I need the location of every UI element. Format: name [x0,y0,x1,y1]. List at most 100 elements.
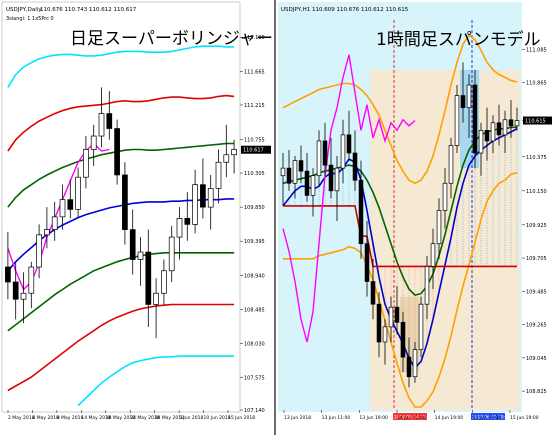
hourly-candle-body [382,326,388,343]
daily-y-tick-label: 109.850 [244,205,265,211]
daily-x-tick-label: 5 Jun 2018 [179,415,203,421]
daily-chart-title: 日足スーパーボリンジャー [70,29,273,49]
daily-candle-body [184,218,191,225]
daily-x-tick-label: 18 May 2018 [106,415,135,421]
daily-x-tick-label: 30 May 2018 [155,415,184,421]
daily-x-tick-label: 14 May 2018 [81,415,110,421]
hourly-y-tick-label: 111.085 [526,47,547,53]
hourly-candle-body [436,210,442,245]
hourly-candle-body [328,164,334,192]
daily-candle-body [207,188,214,208]
hourly-y-tick-label: 109.265 [526,323,547,329]
daily-series-minus2 [7,303,235,392]
daily-series-plus3 [7,45,235,88]
daily-candle-body [75,176,81,210]
daily-indicator-label: 3slangi: 1 1x5Prc 0 [6,16,54,22]
hourly-candle-body [394,306,400,323]
daily-x-tick-label: 10 Jun 2018 [204,415,231,421]
hourly-chart-panel[interactable]: 2018.06.14 09:00 2018.06.15 00:00 111.085… [276,0,552,435]
hourly-candle-body [508,119,514,127]
daily-y-tick-label: 107.575 [244,375,265,381]
hourly-candle-body [460,95,466,109]
hourly-candle-body [466,84,472,109]
hourly-candle-body [316,140,322,177]
hourly-candle-body [352,152,358,181]
hourly-x-tick-label: 13 Jun 11:00 [322,415,351,421]
panel-divider [274,0,276,435]
hourly-candle-body [310,175,316,196]
daily-candle-body [122,174,128,230]
hourly-candle-body [430,243,436,267]
daily-candle-body [192,184,198,225]
hourly-x-tick-label: 13 Jun 2018 [284,415,311,421]
daily-header-values: 110.676 110.743 110.612 110.617 [40,7,137,13]
hourly-y-tick-label: 109.925 [526,223,547,229]
hourly-candle-body [370,281,376,305]
hourly-y-tick-label: 109.705 [526,256,547,262]
daily-x-tick-label: 24 May 2018 [130,415,159,421]
hourly-candle-body [292,160,298,184]
daily-chart-background [0,0,274,435]
daily-candle-body [215,161,222,189]
hourly-candle-body [364,243,370,282]
hourly-candle-body [304,170,310,196]
hourly-candle-body [334,167,340,192]
hourly-candle-body [496,122,502,136]
daily-x-tick-label: 2 May 2018 [8,415,35,421]
hourly-series-lag [282,54,416,343]
hourly-candle-body [502,119,508,136]
hourly-candle-body [424,266,430,305]
hourly-current-price-label: 110.615 [525,119,546,125]
hourly-y-tick-label: 109.485 [526,289,547,295]
daily-candle-body [200,184,206,208]
hourly-series-blue [282,128,518,369]
hourly-x-tick-label: 13 Jun 19:00 [359,415,388,421]
hourly-candle-body [286,167,292,184]
hourly-x-tick-label: 14 Jun 19:00 [435,415,464,421]
daily-candle-body [44,229,50,236]
hourly-candle-body [472,84,478,154]
hourly-date-highlight-box [393,413,427,420]
daily-candle-body [161,270,167,294]
hourly-candle-body [322,140,328,166]
daily-y-tick-label: 110.305 [244,171,265,177]
hourly-chart-svg: 2018.06.14 09:00 2018.06.15 00:00 111.085… [276,0,552,435]
daily-y-tick-label: 107.140 [244,408,265,414]
hourly-candle-body [448,145,454,184]
hourly-series-upper [282,33,518,185]
hourly-series-mid [282,126,517,296]
hourly-y-tick-label: 110.865 [526,81,547,87]
daily-candle-body [90,135,97,150]
daily-y-tick-label: 112.120 [244,35,265,41]
daily-y-tick-label: 108.485 [244,307,265,313]
daily-candle-body [28,266,35,294]
daily-candle-body [106,113,113,129]
daily-candle-body [20,292,27,300]
daily-y-tick-label: 111.665 [244,69,265,75]
daily-candle-body [59,199,66,218]
daily-x-tick-label: 15 Jun 2018 [228,415,255,421]
hourly-candle-body [412,349,418,378]
daily-series-minus3 [77,355,235,407]
daily-symbol-label: USDJPY,Daily [6,7,42,13]
daily-candle-body [153,292,159,305]
daily-candle-body [114,128,120,176]
hourly-date-highlight-label: 2018.06.14 09:00 [394,414,433,420]
hourly-candle-body [478,129,484,154]
hourly-symbol-label: USDJPY,H1 [281,7,310,13]
hourly-y-tick-label: 108.825 [526,389,547,395]
hourly-date-highlight-label: 2018.06.15 00:00 [472,414,511,420]
daily-candle-body [231,149,237,156]
hourly-candle-body [484,129,490,142]
hourly-candle-body [514,120,520,127]
daily-current-price-box [241,145,271,154]
daily-candle-body [36,234,42,268]
hourly-candle-body [490,122,496,142]
hourly-candle-body [298,160,304,172]
hourly-candle-body [406,356,412,378]
hourly-x-tick-label: 15 Jun 11:00 [472,415,501,421]
hourly-x-tick-label: 15 Jun 19:00 [510,415,539,421]
daily-y-tick-label: 108.030 [244,341,265,347]
daily-chart-panel[interactable]: 112.120 111.665 111.215 110.755 110.305 109.8… [0,0,274,435]
daily-candle-body [137,251,144,260]
